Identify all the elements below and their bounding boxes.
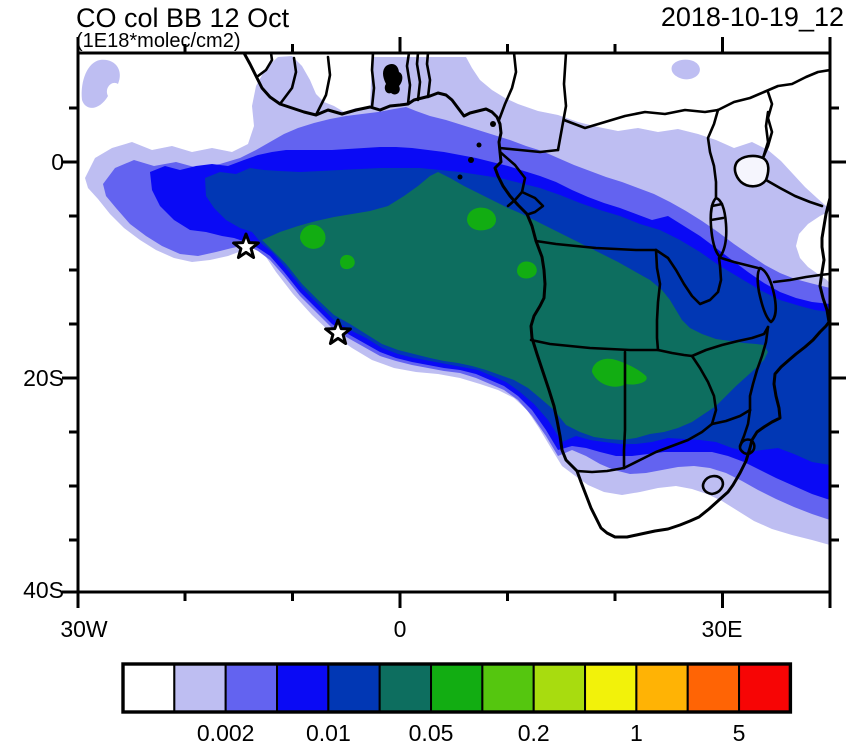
lake-tanganyika xyxy=(709,196,728,259)
x-tick-label: 0 xyxy=(394,616,407,642)
timestamp-label: 2018-10-19_12 xyxy=(661,2,844,32)
colorbar-cell xyxy=(327,663,381,713)
colorbar-tick-label: 0.05 xyxy=(409,720,454,746)
eswatini-border xyxy=(738,438,756,456)
colorbar-tick-label: 0.01 xyxy=(306,720,351,746)
colorbar-cell xyxy=(224,663,279,713)
green-patch xyxy=(340,254,355,270)
lake-malawi xyxy=(756,266,777,324)
island-dot xyxy=(490,121,496,127)
lake-volta xyxy=(383,64,403,95)
colorbar-cell xyxy=(686,663,741,713)
green-patch xyxy=(300,224,326,249)
colorbar-cell xyxy=(532,663,587,713)
colorbar-cell xyxy=(635,663,689,713)
colorbar-tick-label: 1 xyxy=(630,720,643,746)
x-tick-label: 30W xyxy=(60,616,108,642)
colorbar-tick-label: 5 xyxy=(733,720,746,746)
colorbar xyxy=(122,663,792,713)
contour-patches-green xyxy=(300,207,647,387)
contour-patch-lavender-ne xyxy=(671,59,700,80)
y-tick-label: 40S xyxy=(23,577,64,603)
colorbar-cell xyxy=(276,663,330,713)
axis-labels: 0 20S 40S 30W 0 30E xyxy=(23,149,742,642)
colorbar-frame xyxy=(121,662,793,714)
colorbar-tick-label: 0.2 xyxy=(518,720,550,746)
x-tick-label: 30E xyxy=(702,616,743,642)
green-patch xyxy=(517,261,537,279)
contour-patch-lavender-nw xyxy=(81,59,120,108)
colorbar-cell xyxy=(584,663,638,713)
colorbar-tick-label: 0.002 xyxy=(197,720,255,746)
colorbar-cell xyxy=(738,663,792,713)
lake-victoria xyxy=(733,154,770,188)
island-dot xyxy=(457,174,463,180)
africa-coastline xyxy=(242,53,830,539)
colorbar-cell xyxy=(173,663,227,713)
green-patch xyxy=(467,207,497,231)
page-title: CO col BB 12 Oct xyxy=(76,3,290,33)
island-dot xyxy=(468,157,474,163)
green-patch xyxy=(592,358,647,387)
y-tick-label: 0 xyxy=(51,149,64,175)
fire-site-markers xyxy=(232,232,352,345)
colorbar-cell xyxy=(122,663,176,713)
y-tick-label: 20S xyxy=(23,365,64,391)
islands xyxy=(457,121,496,180)
island-dot xyxy=(476,142,482,148)
colorbar-cell xyxy=(378,663,433,713)
colorbar-cell xyxy=(430,663,484,713)
map-plot-area xyxy=(78,53,830,592)
colorbar-cell xyxy=(481,663,535,713)
star-marker xyxy=(324,318,352,345)
country-borders xyxy=(256,53,830,496)
star-marker xyxy=(232,232,260,259)
units-subtitle: (1E18*molec/cm2) xyxy=(76,30,241,52)
lakes xyxy=(383,64,777,324)
axis-ticks xyxy=(62,37,846,608)
lesotho-border xyxy=(701,474,725,496)
colorbar-labels: 0.002 0.01 0.05 0.2 1 5 xyxy=(197,720,746,746)
